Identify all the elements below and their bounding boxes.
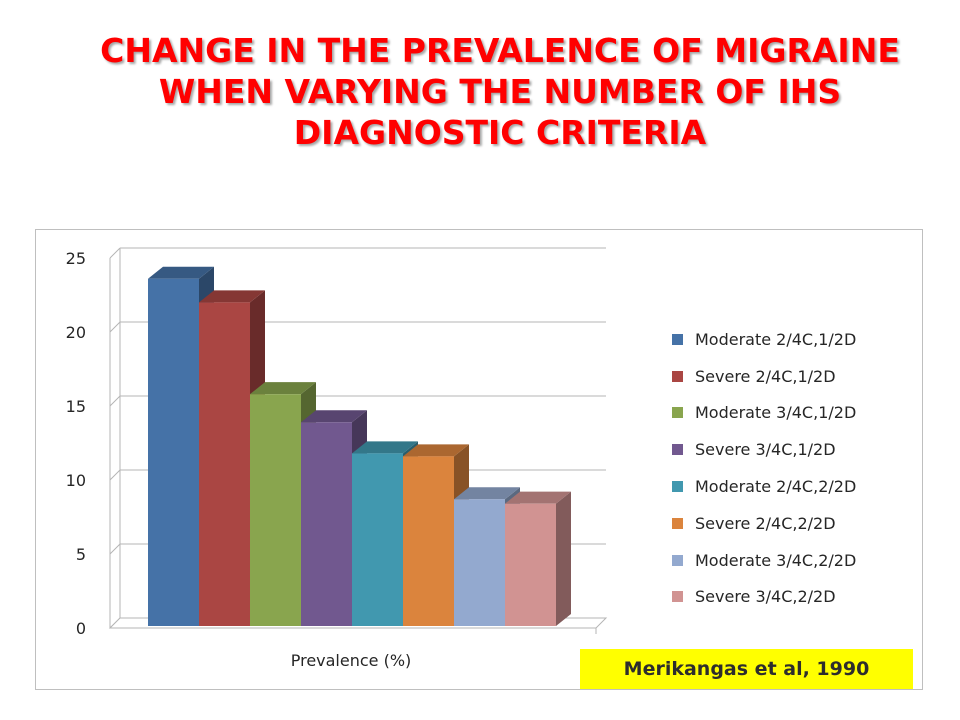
gridline-side — [109, 543, 121, 555]
bar-top — [352, 441, 418, 454]
bar-top — [250, 382, 316, 395]
bar — [505, 491, 571, 626]
legend-swatch — [672, 444, 683, 456]
y-tick-label: 20 — [66, 323, 86, 342]
bar-front — [352, 453, 403, 626]
legend-label: Severe 2/4C,1/2D — [695, 366, 836, 386]
gridline-side — [109, 469, 121, 481]
bar-front — [301, 422, 352, 626]
gridline-side — [109, 247, 121, 259]
legend-swatch — [672, 370, 683, 382]
bar-top — [148, 266, 214, 279]
legend-item: Moderate 2/4C,1/2D — [672, 321, 856, 358]
legend-item: Severe 2/4C,2/2D — [672, 505, 856, 542]
legend-label: Severe 3/4C,1/2D — [695, 440, 836, 460]
bar-front — [199, 302, 250, 626]
legend-item: Moderate 3/4C,2/2D — [672, 542, 856, 579]
legend-item: Moderate 3/4C,1/2D — [672, 395, 856, 432]
legend-swatch — [672, 333, 683, 345]
bar-front — [250, 394, 301, 626]
title-line-1: CHANGE IN THE PREVALENCE OF MIGRAINE — [100, 31, 900, 70]
legend-item: Severe 3/4C,2/2D — [672, 579, 856, 616]
bar-top — [301, 410, 367, 423]
slide-title: CHANGE IN THE PREVALENCE OF MIGRAINE WHE… — [40, 30, 960, 153]
legend-label: Moderate 3/4C,1/2D — [695, 403, 857, 423]
y-tick-label: 5 — [76, 545, 86, 564]
y-tick-label: 10 — [66, 471, 86, 490]
citation-box: Merikangas et al, 1990 — [580, 649, 913, 689]
legend-swatch — [672, 407, 683, 419]
bar-front — [148, 278, 199, 626]
bar-top — [199, 290, 265, 303]
legend-swatch — [672, 591, 683, 603]
chart-legend: Moderate 2/4C,1/2D Severe 2/4C,1/2D Modera… — [672, 321, 856, 615]
chart-area: 0 5 10 15 20 25 Prevalence (%) Moderate 2/4C,1… — [35, 229, 923, 690]
gridline-side — [109, 321, 121, 333]
y-tick-label: 0 — [76, 619, 86, 638]
legend-label: Severe 3/4C,2/2D — [695, 587, 836, 607]
gridline-side — [109, 395, 121, 407]
legend-label: Moderate 2/4C,1/2D — [695, 329, 857, 349]
title-line-2: WHEN VARYING THE NUMBER OF IHS — [158, 72, 842, 111]
legend-item: Severe 2/4C,1/2D — [672, 358, 856, 395]
bar-top — [505, 491, 571, 504]
y-tick-label: 15 — [66, 397, 86, 416]
bar-top — [454, 487, 520, 500]
title-line-3: DIAGNOSTIC CRITERIA — [293, 113, 707, 152]
bar-chart: 0 5 10 15 20 25 Prevalence (%) — [66, 247, 608, 670]
y-tick-label: 25 — [66, 249, 86, 268]
x-axis-label: Prevalence (%) — [291, 651, 412, 670]
bar-top — [403, 444, 469, 457]
bar-front — [454, 499, 505, 626]
legend-swatch — [672, 554, 683, 566]
citation-text: Merikangas et al, 1990 — [623, 658, 870, 680]
bar-side — [556, 491, 571, 626]
legend-label: Severe 2/4C,2/2D — [695, 513, 836, 533]
bar-front — [403, 456, 454, 626]
legend-item: Moderate 2/4C,2/2D — [672, 468, 856, 505]
legend-swatch — [672, 517, 683, 529]
bar-front — [505, 503, 556, 626]
legend-label: Moderate 3/4C,2/2D — [695, 550, 857, 570]
legend-item: Severe 3/4C,1/2D — [672, 431, 856, 468]
legend-label: Moderate 2/4C,2/2D — [695, 477, 857, 497]
legend-swatch — [672, 481, 683, 493]
